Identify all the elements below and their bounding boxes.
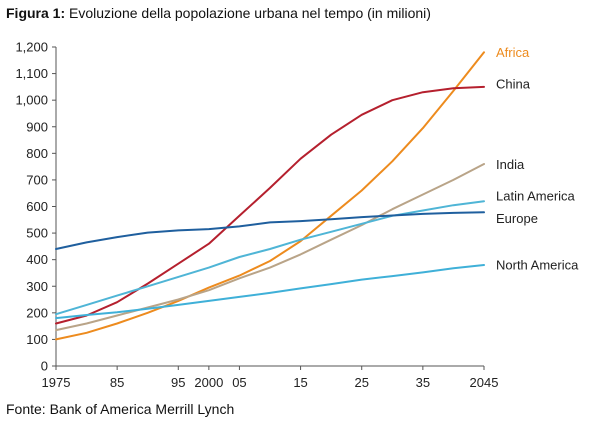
y-tick-label: 900 [26,119,48,134]
series-lines [55,51,485,341]
x-tick-label: 1975 [42,375,71,390]
x-tick-label: 05 [232,375,246,390]
x-tick-label: 15 [293,375,307,390]
y-tick-label: 1,000 [15,93,48,108]
y-tick-label: 300 [26,279,48,294]
line-chart: 0 100 200 300 400 500 600 700 800 900 1,000 1,100 1,… [15,40,579,391]
y-tick-label: 600 [26,199,48,214]
y-tick-label: 700 [26,172,48,187]
series-labels: Africa China India Latin America Europe North… [496,45,579,273]
figure-caption-text: Evoluzione della popolazione urbana nel … [65,5,431,21]
y-tick-label: 1,200 [15,40,48,55]
y-tick-label: 1,100 [15,66,48,81]
x-tick-label: 35 [416,375,430,390]
source-note: Fonte: Bank of America Merrill Lynch [6,401,235,417]
series-label-europe: Europe [496,211,538,226]
x-tick-label: 95 [171,375,185,390]
y-tick-label: 400 [26,252,48,267]
y-tick-label: 0 [41,359,48,374]
series-label-north-america: North America [496,257,579,272]
y-tick-label: 100 [26,332,48,347]
axes: 0 100 200 300 400 500 600 700 800 900 1,000 1,100 1,… [15,40,498,391]
x-tick-label: 2000 [194,375,223,390]
x-tick-label: 2045 [470,375,499,390]
y-tick-label: 500 [26,226,48,241]
figure-caption: Figura 1: Evoluzione della popolazione u… [6,5,431,21]
y-tick-label: 200 [26,305,48,320]
series-label-india: India [496,157,525,172]
series-line-india [55,163,485,332]
series-line-africa [55,51,485,341]
series-line-china [55,85,485,325]
series-label-latin-america: Latin America [496,188,576,203]
series-line-europe [55,211,485,250]
series-label-africa: Africa [496,45,530,60]
series-line-latin-america [55,200,485,316]
x-tick-label: 85 [110,375,124,390]
series-line-north-america [55,264,485,320]
y-tick-label: 800 [26,146,48,161]
figure-caption-label: Figura 1: [6,5,66,21]
series-label-china: China [496,77,531,92]
x-tick-label: 25 [354,375,368,390]
